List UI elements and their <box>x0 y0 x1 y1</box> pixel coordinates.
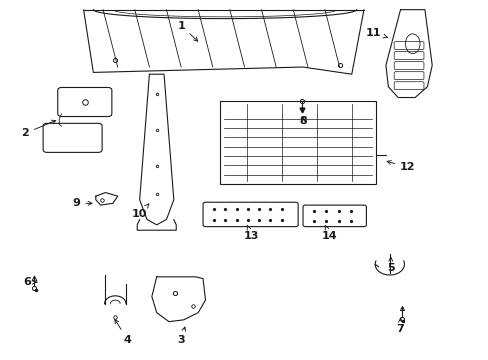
Text: 2: 2 <box>21 120 56 138</box>
Text: 7: 7 <box>396 318 404 334</box>
Text: 4: 4 <box>115 319 131 345</box>
Text: 1: 1 <box>177 21 198 41</box>
Text: 12: 12 <box>386 161 415 172</box>
Text: 9: 9 <box>72 198 92 208</box>
Text: 14: 14 <box>322 225 337 240</box>
Text: 8: 8 <box>299 116 306 126</box>
Text: 10: 10 <box>132 204 148 219</box>
Text: 5: 5 <box>386 257 394 273</box>
Text: 3: 3 <box>177 327 185 345</box>
Text: 11: 11 <box>365 28 386 38</box>
Bar <box>220 101 375 184</box>
Text: 13: 13 <box>244 225 259 240</box>
Text: 6: 6 <box>23 277 37 287</box>
